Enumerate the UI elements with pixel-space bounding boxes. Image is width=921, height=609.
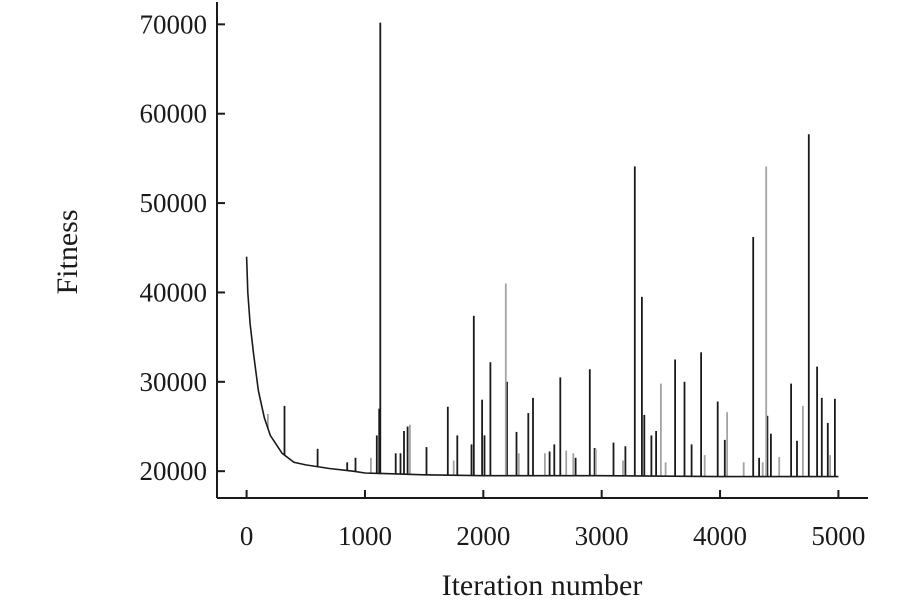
- y-axis-ticks: 20000 30000 40000 50000 60000 70000: [140, 9, 225, 486]
- x-tick-label-1: 1000: [338, 521, 392, 551]
- x-axis-ticks: 0 1000 2000 3000 4000 5000: [240, 490, 865, 551]
- y-tick-label-2: 40000: [140, 277, 208, 307]
- series-line-baseline: [245, 256, 839, 478]
- y-tick-label-0: 20000: [140, 456, 208, 486]
- plot-area: [266, 22, 836, 477]
- y-tick-label-1: 30000: [140, 367, 208, 397]
- x-tick-label-3: 3000: [575, 521, 629, 551]
- x-tick-label-0: 0: [240, 521, 254, 551]
- y-tick-label-5: 70000: [140, 9, 208, 39]
- x-tick-label-5: 5000: [811, 521, 865, 551]
- y-tick-label-3: 50000: [140, 188, 208, 218]
- x-tick-label-4: 4000: [693, 521, 747, 551]
- x-tick-label-2: 2000: [456, 521, 510, 551]
- y-tick-label-4: 60000: [140, 99, 208, 129]
- y-axis-title: Fitness: [51, 209, 84, 294]
- x-axis-title: Iteration number: [442, 569, 643, 602]
